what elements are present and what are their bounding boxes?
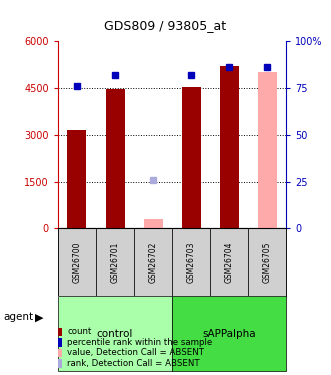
Text: ▶: ▶ — [35, 313, 43, 323]
Text: control: control — [97, 329, 133, 339]
Bar — [106, 88, 124, 228]
Text: GDS809 / 93805_at: GDS809 / 93805_at — [105, 19, 226, 32]
Bar — [172, 296, 286, 371]
Bar — [172, 228, 210, 296]
Text: count: count — [67, 327, 92, 336]
Bar — [258, 72, 277, 228]
Bar — [248, 228, 286, 296]
Bar — [68, 130, 86, 228]
Bar — [144, 219, 163, 228]
Text: value, Detection Call = ABSENT: value, Detection Call = ABSENT — [67, 348, 204, 357]
Text: GSM26702: GSM26702 — [149, 242, 158, 283]
Bar — [134, 228, 172, 296]
Text: agent: agent — [3, 312, 33, 322]
Bar — [58, 296, 172, 371]
Bar — [96, 228, 134, 296]
Text: GSM26704: GSM26704 — [225, 242, 234, 283]
Text: sAPPalpha: sAPPalpha — [202, 329, 256, 339]
Bar — [182, 87, 201, 228]
Bar — [220, 66, 239, 228]
Text: GSM26703: GSM26703 — [187, 242, 196, 283]
Bar — [210, 228, 248, 296]
Text: GSM26701: GSM26701 — [111, 242, 119, 283]
Text: GSM26700: GSM26700 — [72, 242, 81, 283]
Bar — [58, 228, 96, 296]
Text: GSM26705: GSM26705 — [263, 242, 272, 283]
Text: rank, Detection Call = ABSENT: rank, Detection Call = ABSENT — [67, 359, 200, 368]
Text: percentile rank within the sample: percentile rank within the sample — [67, 338, 213, 347]
